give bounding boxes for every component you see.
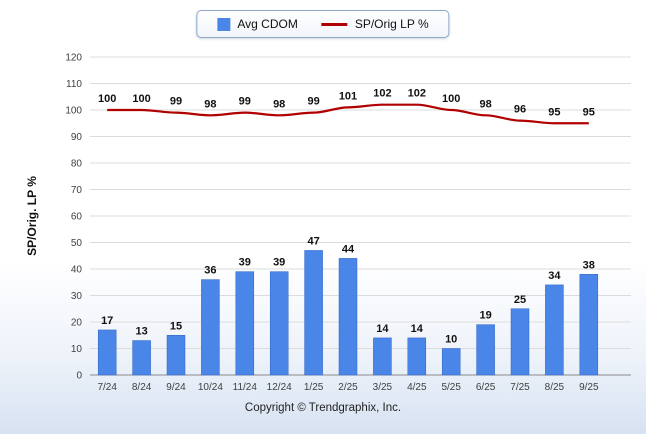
line-point-label: 99: [170, 96, 182, 108]
y-tick-label: 120: [65, 53, 82, 64]
bar-value-label: 39: [239, 257, 251, 269]
bar-value-label: 25: [514, 294, 526, 306]
x-tick-label: 7/25: [510, 382, 530, 393]
line-point-label: 100: [98, 93, 116, 105]
bar-value-label: 15: [170, 320, 182, 332]
y-tick-label: 0: [76, 371, 82, 382]
bar-value-label: 44: [342, 243, 355, 255]
line-swatch-icon: [321, 22, 348, 26]
bar: [476, 324, 495, 376]
legend-label-avg-cdom: Avg CDOM: [237, 17, 298, 31]
bar-value-label: 19: [479, 310, 491, 322]
x-tick-label: 4/25: [407, 382, 427, 393]
line-point-label: 101: [339, 90, 357, 102]
x-tick-label: 8/24: [132, 382, 152, 393]
x-tick-label: 10/24: [198, 382, 223, 393]
y-tick-label: 30: [71, 291, 83, 302]
chart-plot: 0 10 20 30 40 50 60 70 80 90 100 110 120 7/24 8/24 9/24…: [65, 53, 631, 393]
x-tick-label: 11/24: [233, 382, 258, 393]
bar: [510, 308, 530, 376]
y-tick-label: 110: [66, 79, 82, 90]
y-tick-label: 60: [71, 212, 83, 223]
bar-value-label: 17: [101, 315, 113, 327]
x-tick-label: 1/25: [304, 382, 324, 393]
x-tick-label: 5/25: [441, 382, 461, 393]
x-tick-label: 3/25: [373, 382, 393, 393]
line-point-label: 98: [204, 98, 216, 110]
line-point-label: 95: [548, 106, 560, 118]
bar-value-label: 13: [135, 326, 147, 338]
line-point-label: 99: [307, 96, 319, 108]
x-tick-label: 8/25: [545, 382, 565, 393]
x-tick-label: 12/24: [267, 382, 292, 393]
bar-value-label: 36: [204, 265, 216, 277]
copyright-text: Copyright © Trendgraphix, Inc.: [244, 402, 402, 414]
bar: [373, 337, 392, 376]
line-point-label: 95: [583, 106, 595, 118]
legend-item-avg-cdom: Avg CDOM: [217, 17, 298, 31]
y-tick-label: 70: [71, 185, 83, 196]
bar-swatch-icon: [217, 17, 231, 31]
legend: Avg CDOM SP/Orig LP %: [196, 10, 450, 38]
y-tick-label: 50: [71, 238, 83, 249]
bar: [132, 340, 151, 376]
bar: [166, 335, 186, 376]
x-tick-label: 7/24: [97, 382, 117, 393]
y-tick-label: 20: [71, 318, 83, 329]
chart-svg: SP/Orig. LP % 0 10 20 30 40 50 60 70 80 90 100 110 1…: [25, 53, 631, 393]
bar-value-label: 10: [445, 334, 457, 346]
line-point-label: 99: [239, 96, 251, 108]
bar-value-label: 47: [307, 235, 319, 247]
bar-value-label: 14: [376, 323, 389, 335]
bar: [338, 258, 358, 376]
bar-value-label: 34: [548, 270, 561, 282]
line-point-label: 98: [273, 98, 285, 110]
bar: [441, 348, 461, 376]
line-point-label: 96: [514, 104, 526, 116]
line-point-label: 102: [373, 88, 391, 100]
x-tick-label: 6/25: [476, 382, 496, 393]
bar: [304, 250, 323, 376]
bar: [201, 279, 220, 376]
trend-line: [107, 103, 589, 125]
bar: [235, 271, 255, 376]
bar: [545, 284, 564, 376]
line-point-label: 98: [479, 98, 491, 110]
bar: [97, 329, 117, 376]
line-point-label: 100: [442, 93, 460, 105]
y-tick-label: 10: [71, 344, 83, 355]
y-tick-label: 90: [71, 132, 83, 143]
bar: [579, 274, 599, 376]
x-tick-label: 2/25: [338, 382, 358, 393]
bar: [407, 337, 427, 376]
bar-value-label: 38: [583, 259, 595, 271]
x-tick-label: 9/25: [579, 382, 599, 393]
x-tick-label: 9/24: [166, 382, 186, 393]
line-point-label: 102: [408, 88, 426, 100]
y-tick-label: 100: [65, 106, 82, 117]
y-tick-label: 40: [71, 265, 83, 276]
legend-item-sp-orig-lp: SP/Orig LP %: [321, 17, 429, 31]
bar-value-label: 14: [411, 323, 424, 335]
y-axis-title: SP/Orig. LP %: [25, 176, 39, 256]
line-point-label: 100: [132, 93, 150, 105]
y-tick-label: 80: [71, 159, 83, 170]
bar: [269, 271, 289, 376]
legend-label-sp-orig-lp: SP/Orig LP %: [354, 17, 429, 31]
bar-value-label: 39: [273, 257, 285, 269]
